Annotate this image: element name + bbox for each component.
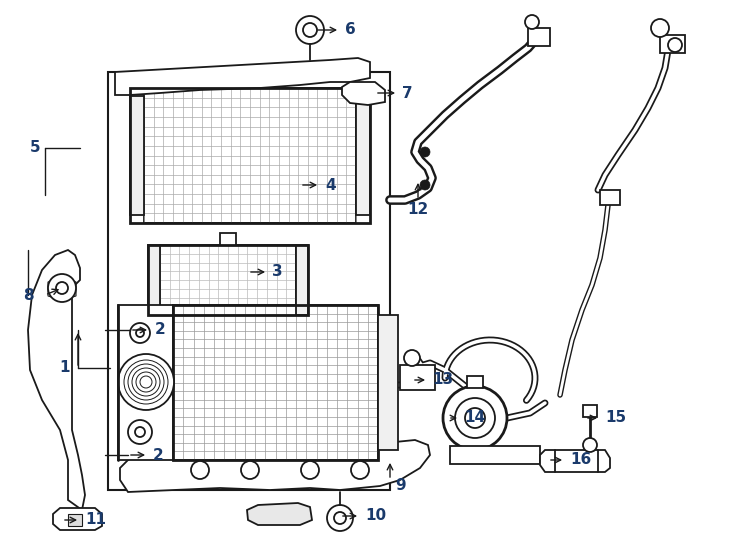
Bar <box>173 305 378 460</box>
Circle shape <box>443 386 507 450</box>
Circle shape <box>296 16 324 44</box>
Circle shape <box>420 147 430 157</box>
Text: 8: 8 <box>23 287 33 302</box>
Circle shape <box>56 282 68 294</box>
Bar <box>68 514 82 526</box>
Bar <box>356 96 370 215</box>
Bar <box>220 233 236 245</box>
Text: 16: 16 <box>570 453 592 468</box>
Bar <box>660 35 685 53</box>
Bar <box>148 245 160 315</box>
Bar <box>583 405 597 417</box>
Circle shape <box>455 398 495 438</box>
Bar <box>467 376 483 388</box>
Polygon shape <box>115 58 370 95</box>
Bar <box>118 305 173 460</box>
Bar <box>130 88 370 223</box>
Polygon shape <box>48 278 76 300</box>
Circle shape <box>404 350 420 366</box>
Circle shape <box>301 461 319 479</box>
Bar <box>450 446 540 464</box>
Text: 9: 9 <box>395 477 406 492</box>
Circle shape <box>465 408 485 428</box>
Circle shape <box>327 505 353 531</box>
Circle shape <box>130 323 150 343</box>
Polygon shape <box>342 82 385 105</box>
Bar <box>296 245 308 315</box>
Bar <box>160 245 296 315</box>
Circle shape <box>48 274 76 302</box>
Bar <box>130 96 144 215</box>
Text: 12: 12 <box>407 202 429 218</box>
Circle shape <box>351 461 369 479</box>
Bar <box>144 88 356 223</box>
Circle shape <box>668 38 682 52</box>
Text: 1: 1 <box>59 361 70 375</box>
Circle shape <box>241 461 259 479</box>
Polygon shape <box>120 440 430 492</box>
Polygon shape <box>53 508 102 530</box>
Text: 7: 7 <box>402 85 413 100</box>
Bar <box>600 190 620 205</box>
Polygon shape <box>540 450 610 472</box>
Text: 13: 13 <box>432 373 453 388</box>
Text: 11: 11 <box>85 512 106 528</box>
Polygon shape <box>108 72 390 490</box>
Bar <box>400 365 435 390</box>
Text: 14: 14 <box>464 410 485 426</box>
Bar <box>378 315 398 450</box>
Polygon shape <box>28 250 85 510</box>
Circle shape <box>303 23 317 37</box>
Text: 2: 2 <box>153 448 164 462</box>
Circle shape <box>136 329 144 337</box>
Text: 15: 15 <box>605 410 626 426</box>
Text: 6: 6 <box>345 23 356 37</box>
Text: 3: 3 <box>272 265 283 280</box>
Circle shape <box>334 512 346 524</box>
Bar <box>173 305 378 460</box>
Polygon shape <box>247 503 312 525</box>
Text: 2: 2 <box>155 322 166 338</box>
Text: 4: 4 <box>325 178 335 192</box>
Circle shape <box>191 461 209 479</box>
Text: 10: 10 <box>365 509 386 523</box>
Bar <box>148 245 308 315</box>
Text: 5: 5 <box>29 140 40 156</box>
Circle shape <box>525 15 539 29</box>
Bar <box>528 28 550 46</box>
Circle shape <box>118 354 174 410</box>
Circle shape <box>420 180 430 190</box>
Circle shape <box>651 19 669 37</box>
Circle shape <box>583 438 597 452</box>
Circle shape <box>128 420 152 444</box>
Circle shape <box>135 427 145 437</box>
